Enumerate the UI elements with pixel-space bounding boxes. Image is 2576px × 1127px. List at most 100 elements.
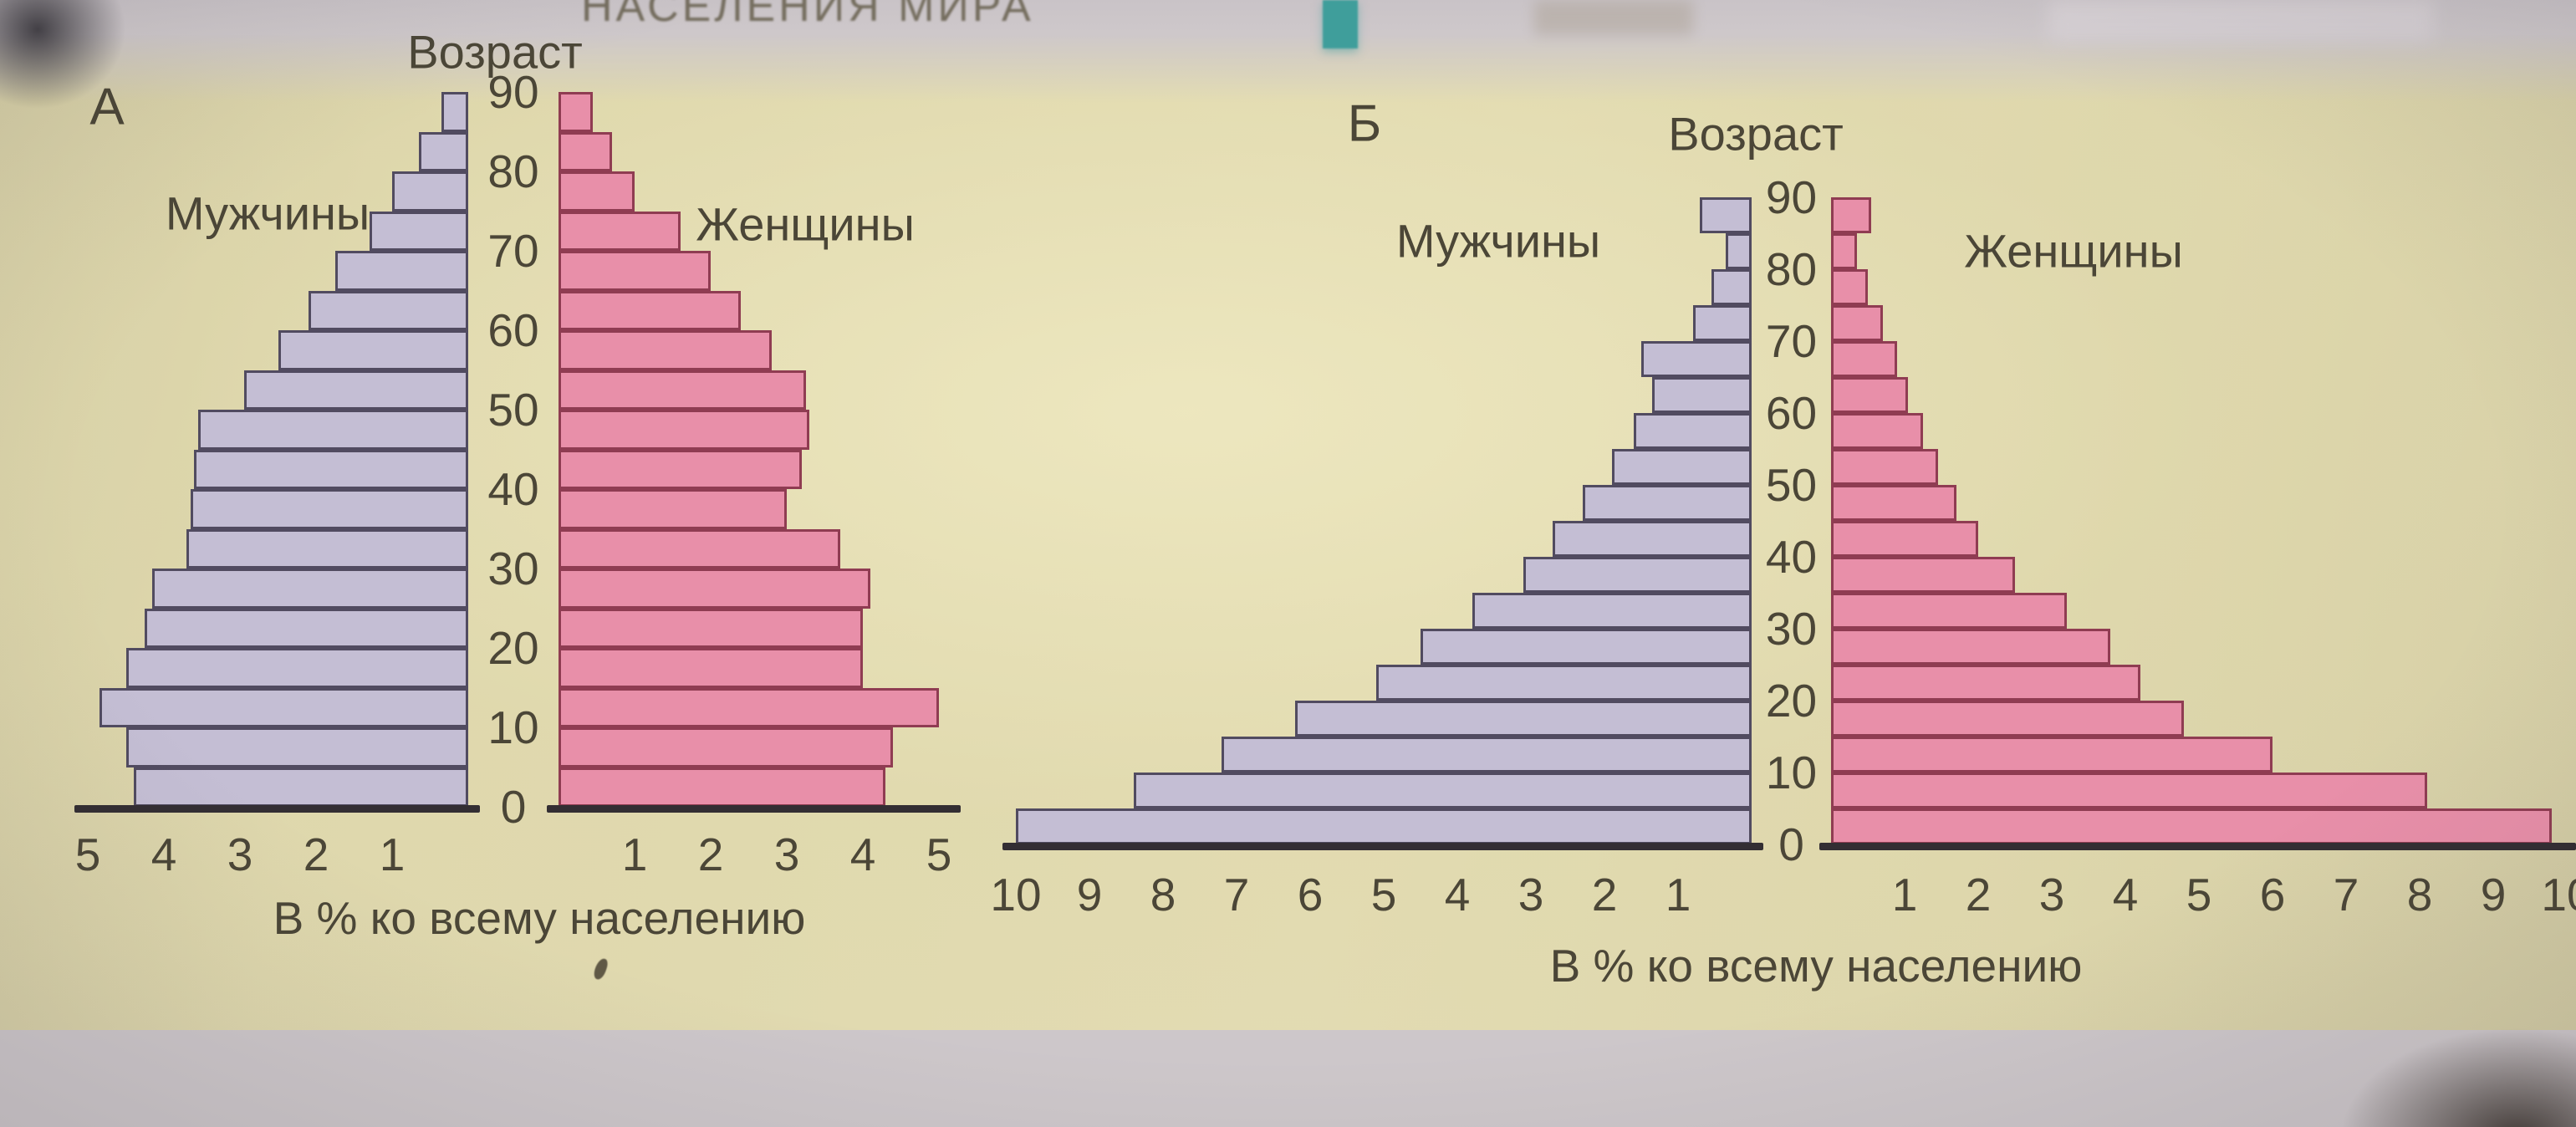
bar-women-25-29: [559, 569, 871, 609]
bar-women-20-24: [1831, 665, 2140, 701]
cropped-chapter-heading: НАСЕЛЕНИЯ МИРА: [581, 0, 1034, 31]
bar-men-45-49: [197, 410, 468, 450]
pct-tick-men-2: 2: [303, 829, 329, 880]
bar-men-55-59: [1634, 413, 1752, 449]
pct-tick-women-9: 9: [2480, 869, 2507, 920]
bar-men-50-54: [243, 370, 468, 410]
age-tick-0: 0: [500, 781, 527, 833]
age-tick-90: 90: [487, 66, 539, 118]
bar-men-35-39: [190, 489, 468, 529]
bar-women-15-19: [559, 648, 863, 688]
bar-men-85-89: [1700, 197, 1752, 233]
age-tick-50: 50: [1765, 459, 1818, 511]
page-top-fade: [0, 35, 2576, 102]
bar-women-80-84: [559, 131, 612, 171]
bar-men-65-69: [1641, 341, 1752, 377]
page-smudge: [2048, 0, 2433, 42]
pct-tick-men-2: 2: [1591, 869, 1618, 920]
age-tick-20: 20: [487, 622, 539, 674]
bar-men-70-74: [369, 211, 468, 251]
bar-men-40-44: [1553, 521, 1752, 557]
age-tick-20: 20: [1765, 675, 1818, 727]
pct-tick-men-1: 1: [379, 829, 406, 880]
pct-tick-women-5: 5: [926, 829, 952, 880]
bar-men-30-34: [186, 528, 468, 569]
bar-men-35-39: [1523, 557, 1752, 593]
bar-men-85-89: [441, 92, 468, 132]
bar-women-45-49: [559, 410, 810, 450]
bar-women-65-69: [1831, 341, 1898, 377]
x-axis-line-men: [74, 805, 480, 813]
bar-women-50-54: [1831, 449, 1938, 485]
women-series-label-a: Женщины: [696, 197, 915, 251]
bar-men-60-64: [308, 290, 468, 330]
bar-men-20-24: [1376, 665, 1752, 701]
bar-women-55-59: [1831, 413, 1923, 449]
age-tick-60: 60: [487, 304, 539, 356]
age-tick-0: 0: [1778, 818, 1804, 870]
bar-women-60-64: [559, 290, 742, 330]
bar-men-45-49: [1582, 485, 1752, 521]
age-tick-90: 90: [1765, 171, 1818, 223]
bar-women-75-79: [559, 171, 635, 212]
bar-women-35-39: [559, 489, 787, 529]
pct-tick-women-4: 4: [2112, 869, 2139, 920]
pct-tick-men-9: 9: [1076, 869, 1103, 920]
bar-women-55-59: [559, 330, 772, 370]
bar-women-60-64: [1831, 377, 1909, 413]
pct-tick-women-10: 10: [2541, 869, 2576, 920]
panel-letter-b: Б: [1347, 94, 1382, 153]
age-tick-80: 80: [487, 145, 539, 197]
men-series-label-b: Мужчины: [1395, 214, 1601, 268]
pct-tick-men-3: 3: [1518, 869, 1544, 920]
bar-women-10-14: [559, 687, 939, 727]
page-smudge: [1534, 0, 1693, 35]
bar-men-55-59: [278, 330, 468, 370]
age-tick-30: 30: [487, 543, 539, 594]
bar-women-70-74: [1831, 305, 1883, 341]
age-tick-60: 60: [1765, 387, 1818, 439]
bar-women-0-4: [1831, 808, 2553, 844]
age-tick-30: 30: [1765, 603, 1818, 655]
x-axis-line-men: [1002, 843, 1763, 850]
teal-page-marker: [1323, 0, 1358, 48]
age-axis-title-b: Возраст: [1668, 107, 1844, 161]
pct-tick-men-5: 5: [1370, 869, 1397, 920]
bar-women-30-34: [1831, 593, 2067, 629]
pct-tick-women-2: 2: [697, 829, 724, 880]
bar-women-65-69: [559, 251, 711, 291]
bar-women-40-44: [1831, 521, 1978, 557]
bar-men-80-84: [1726, 233, 1752, 269]
bar-men-15-19: [1295, 701, 1752, 737]
bar-men-0-4: [1016, 808, 1752, 844]
pct-tick-women-2: 2: [1965, 869, 1992, 920]
bar-men-30-34: [1472, 593, 1752, 629]
bar-women-85-89: [1831, 197, 1872, 233]
bar-women-80-84: [1831, 233, 1857, 269]
pct-tick-women-6: 6: [2259, 869, 2286, 920]
pct-tick-men-10: 10: [990, 869, 1042, 920]
bar-women-15-19: [1831, 701, 2185, 737]
x-axis-line-women: [547, 805, 961, 813]
age-tick-80: 80: [1765, 243, 1818, 295]
pct-tick-men-6: 6: [1297, 869, 1324, 920]
pct-tick-women-4: 4: [849, 829, 876, 880]
photo-shadow-corner: [2341, 1028, 2576, 1127]
bar-men-75-79: [392, 171, 468, 212]
bar-men-20-24: [145, 608, 468, 648]
x-axis-caption-a: В % ко всему населению: [273, 892, 806, 944]
bar-women-30-34: [559, 528, 840, 569]
pct-tick-women-7: 7: [2333, 869, 2359, 920]
men-series-label-a: Мужчины: [165, 186, 370, 240]
age-axis-title-a: Возраст: [407, 25, 583, 79]
age-tick-40: 40: [487, 463, 539, 515]
bar-men-70-74: [1692, 305, 1752, 341]
bar-men-50-54: [1611, 449, 1752, 485]
bar-women-75-79: [1831, 269, 1868, 305]
age-tick-10: 10: [487, 701, 539, 753]
bar-women-45-49: [1831, 485, 1956, 521]
bar-women-5-9: [559, 727, 894, 767]
pct-tick-men-3: 3: [227, 829, 253, 880]
bar-men-25-29: [1421, 629, 1752, 665]
